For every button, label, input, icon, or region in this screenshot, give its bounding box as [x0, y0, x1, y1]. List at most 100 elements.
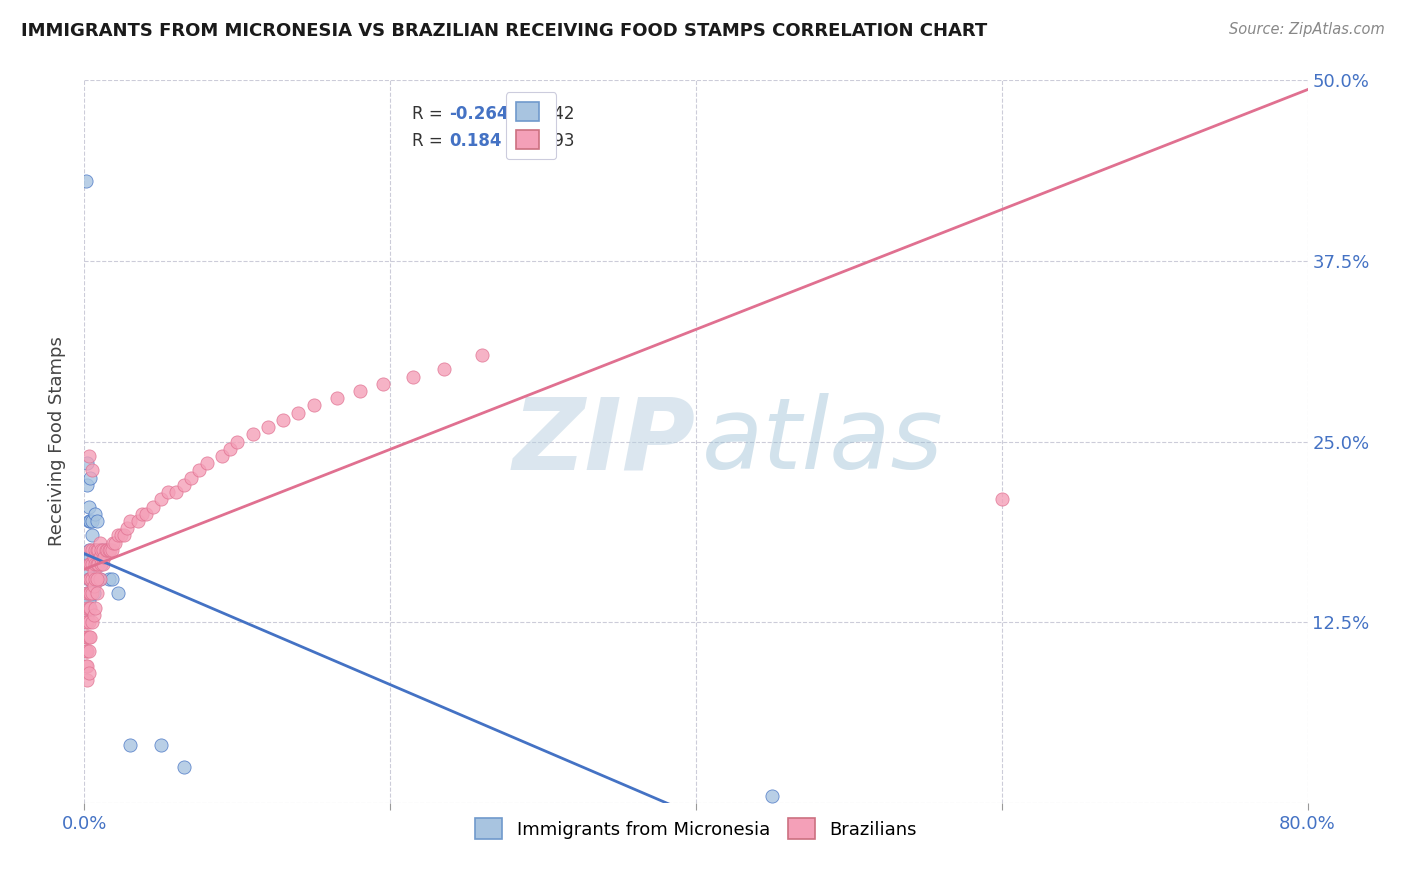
Point — [96, 542, 118, 557]
Point — [75, 174, 97, 188]
Point — [76, 586, 98, 600]
Point — [89, 572, 111, 586]
Point — [173, 478, 195, 492]
Point — [76, 456, 98, 470]
Point — [77, 586, 100, 600]
Point — [76, 586, 98, 600]
Point — [79, 572, 101, 586]
Point — [120, 738, 142, 752]
Point — [77, 593, 100, 607]
Point — [110, 528, 132, 542]
Point — [83, 542, 105, 557]
Point — [77, 558, 100, 572]
Point — [226, 434, 249, 449]
Point — [79, 586, 101, 600]
Point — [83, 607, 105, 622]
Point — [76, 630, 98, 644]
Point — [761, 789, 783, 803]
Point — [80, 542, 103, 557]
Y-axis label: Receiving Food Stamps: Receiving Food Stamps — [48, 336, 66, 547]
Point — [157, 485, 180, 500]
Point — [79, 542, 101, 557]
Point — [80, 558, 103, 572]
Point — [77, 615, 100, 630]
Text: IMMIGRANTS FROM MICRONESIA VS BRAZILIAN RECEIVING FOOD STAMPS CORRELATION CHART: IMMIGRANTS FROM MICRONESIA VS BRAZILIAN … — [21, 22, 987, 40]
Point — [242, 427, 264, 442]
Point — [79, 600, 101, 615]
Point — [75, 615, 97, 630]
Point — [89, 542, 111, 557]
Point — [90, 558, 112, 572]
Point — [76, 600, 98, 615]
Point — [149, 738, 172, 752]
Point — [104, 535, 127, 549]
Point — [112, 528, 135, 542]
Point — [80, 514, 103, 528]
Point — [83, 558, 105, 572]
Point — [173, 760, 195, 774]
Point — [77, 600, 100, 615]
Text: R =: R = — [412, 132, 449, 150]
Point — [76, 644, 98, 658]
Point — [91, 558, 114, 572]
Point — [75, 607, 97, 622]
Point — [86, 542, 108, 557]
Point — [77, 514, 100, 528]
Point — [77, 449, 100, 463]
Point — [84, 542, 107, 557]
Point — [80, 572, 103, 586]
Point — [84, 558, 107, 572]
Point — [302, 398, 325, 412]
Point — [77, 572, 100, 586]
Point — [84, 572, 107, 586]
Point — [76, 565, 98, 579]
Point — [135, 507, 157, 521]
Point — [84, 600, 107, 615]
Point — [218, 442, 240, 456]
Point — [93, 550, 115, 565]
Point — [80, 558, 103, 572]
Point — [188, 463, 211, 477]
Point — [80, 528, 103, 542]
Text: -0.264: -0.264 — [449, 105, 509, 123]
Point — [101, 542, 124, 557]
Point — [89, 572, 111, 586]
Point — [77, 500, 100, 514]
Point — [471, 348, 494, 362]
Point — [76, 550, 98, 565]
Point — [86, 558, 108, 572]
Point — [84, 507, 107, 521]
Point — [80, 615, 103, 630]
Point — [325, 391, 347, 405]
Point — [131, 507, 153, 521]
Point — [107, 528, 129, 542]
Point — [349, 384, 371, 398]
Point — [84, 542, 107, 557]
Point — [86, 586, 108, 600]
Point — [80, 586, 103, 600]
Point — [90, 558, 112, 572]
Point — [97, 542, 120, 557]
Point — [80, 463, 103, 477]
Point — [149, 492, 172, 507]
Point — [86, 572, 108, 586]
Text: Source: ZipAtlas.com: Source: ZipAtlas.com — [1229, 22, 1385, 37]
Point — [86, 514, 108, 528]
Point — [76, 673, 98, 687]
Point — [83, 579, 105, 593]
Point — [89, 550, 111, 565]
Point — [165, 485, 187, 500]
Point — [75, 630, 97, 644]
Point — [371, 376, 394, 391]
Point — [77, 630, 100, 644]
Point — [127, 514, 149, 528]
Point — [87, 558, 110, 572]
Point — [287, 406, 309, 420]
Point — [77, 644, 100, 658]
Point — [433, 362, 456, 376]
Point — [180, 470, 202, 484]
Point — [76, 478, 98, 492]
Point — [75, 593, 97, 607]
Point — [75, 658, 97, 673]
Point — [79, 470, 101, 484]
